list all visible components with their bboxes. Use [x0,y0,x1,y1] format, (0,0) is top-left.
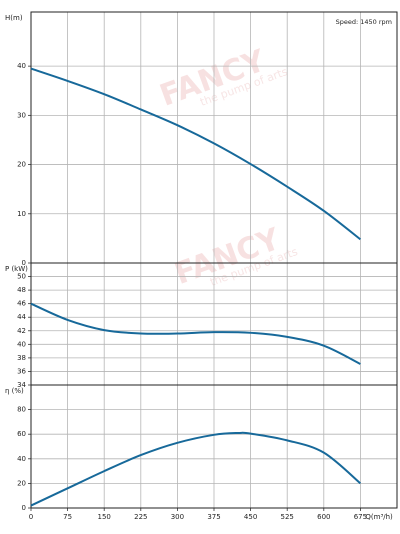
curve [30,302,361,365]
x-tick-label: 675 [354,513,367,521]
y-tick-label: 20 [17,479,26,487]
y-tick-label: 60 [17,430,26,438]
y-axis-label: P (kW) [5,265,28,273]
x-tick-label: 225 [134,513,147,521]
y-tick-label: 48 [17,286,26,294]
y-tick-label: 46 [17,300,26,308]
y-tick-label: 30 [17,111,26,119]
x-tick-label: 150 [98,513,111,521]
x-tick-label: 300 [171,513,184,521]
y-tick-label: 0 [22,504,26,512]
curve [30,67,362,241]
x-tick-label: 75 [63,513,72,521]
y-tick-label: 38 [17,354,26,362]
y-tick-label: 40 [17,62,26,70]
y-tick-label: 36 [17,367,26,375]
curve [30,431,362,507]
y-axis-label: H(m) [5,14,23,22]
y-tick-label: 42 [17,327,26,335]
y-tick-label: 80 [17,406,26,414]
y-tick-label: 40 [17,340,26,348]
y-tick-label: 10 [17,210,26,218]
x-tick-label: 600 [317,513,330,521]
y-tick-label: 20 [17,161,26,169]
y-tick-label: 40 [17,455,26,463]
x-axis-label: Q(m³/h) [365,513,393,521]
y-axis-label: η (%) [5,387,24,395]
y-tick-label: 0 [22,259,26,267]
x-tick-label: 375 [207,513,220,521]
speed-annotation: Speed: 1450 rpm [336,18,392,26]
x-tick-label: 525 [281,513,294,521]
y-tick-label: 44 [17,313,26,321]
x-tick-label: 450 [244,513,257,521]
y-tick-label: 34 [17,381,26,389]
y-tick-label: 50 [17,273,26,281]
plot-frame [30,384,398,509]
x-tick-label: 0 [29,513,33,521]
